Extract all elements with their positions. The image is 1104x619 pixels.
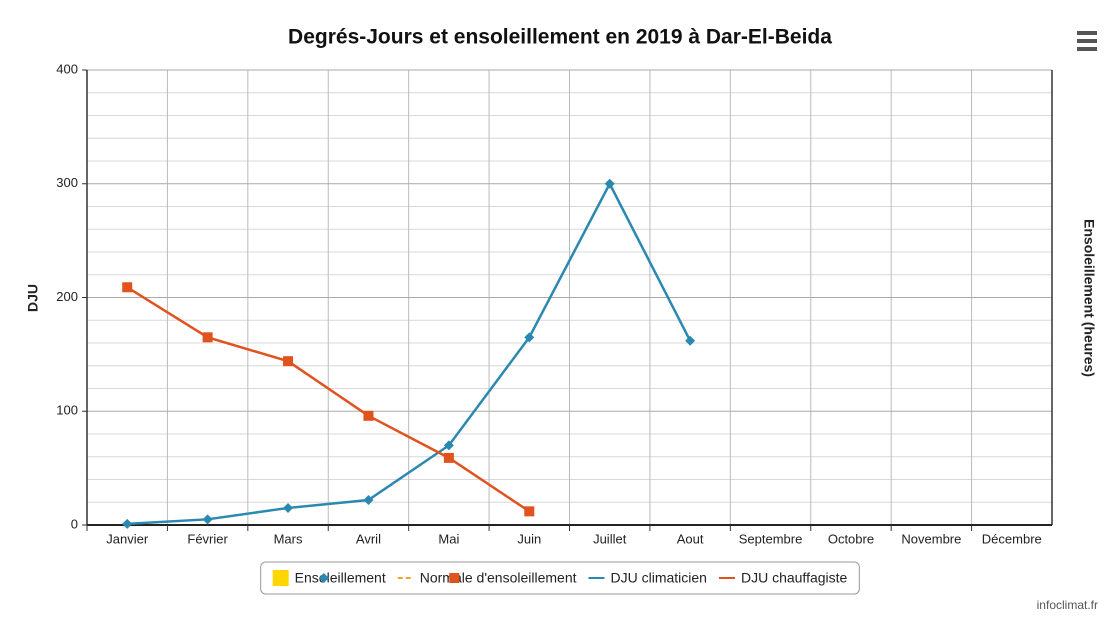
point [122,518,133,529]
point [363,494,374,505]
x-tick-label: Février [187,531,228,546]
legend-label: DJU chauffagiste [741,570,848,586]
point [524,332,535,343]
point [318,573,329,583]
y-tick-label: 300 [56,175,78,190]
point [604,178,615,189]
legend-box [260,561,860,595]
point [443,452,454,463]
legend-item: DJU chauffagiste [718,570,848,586]
legend-label: Normale d'ensoleillement [420,570,577,586]
point [443,440,454,451]
x-tick-label: Novembre [901,531,961,546]
point [363,410,374,421]
legend-label: Ensoleillement [295,570,386,586]
point [202,332,213,343]
credit: infoclimat.fr [1037,598,1098,612]
legend-item: Normale d'ensoleillement [397,570,577,586]
x-tick-label: Juillet [593,531,627,546]
legend-label: DJU climaticien [610,570,706,586]
series-line [126,286,530,513]
x-tick-label: Juin [517,531,541,546]
legend-item: DJU climaticien [588,570,707,586]
x-tick-label: Décembre [982,531,1042,546]
x-tick-label: Mai [438,531,459,546]
y2-axis-label: Ensoleillement (heures) [1081,219,1097,377]
legend-item: Ensoleillement [272,570,386,586]
y-tick-label: 400 [56,61,78,76]
x-tick-label: Aout [677,531,704,546]
point [283,502,294,513]
menu-bar [1077,39,1097,43]
chart-title: Degrés-Jours et ensoleillement en 2019 à… [288,26,832,49]
point [283,356,294,367]
point [685,335,696,346]
y-axis-label: DJU [25,284,41,312]
point [122,282,133,293]
y-tick-label: 200 [56,289,78,304]
x-tick-label: Septembre [739,531,803,546]
series-line [127,181,692,526]
point [202,514,213,525]
menu-bar [1077,47,1097,51]
x-tick-label: Janvier [106,531,149,546]
x-tick-label: Mars [274,531,303,546]
point [449,573,460,583]
point [524,506,535,517]
legend-symbol [272,570,289,586]
y-tick-label: 0 [71,516,78,531]
x-tick-label: Octobre [828,531,874,546]
y-tick-label: 100 [56,403,78,418]
x-tick-label: Avril [356,531,381,546]
menu-button[interactable] [1070,26,1100,56]
legend: Ensoleillement Normale d'ensoleillement DJ… [260,561,860,595]
menu-bar [1077,31,1097,35]
